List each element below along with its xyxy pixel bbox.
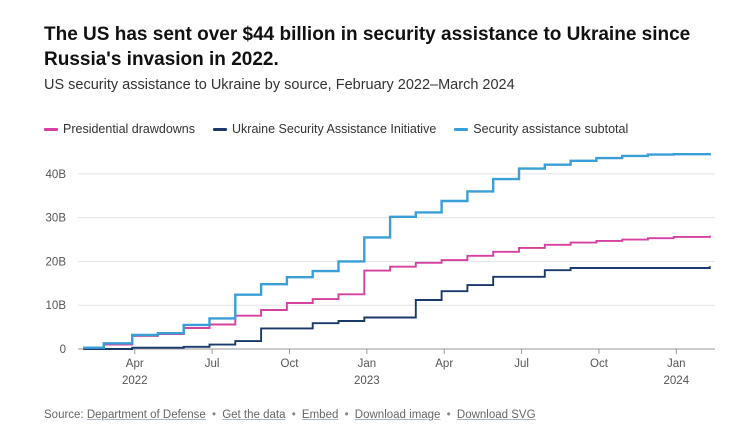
x-tick-label: Jan (358, 358, 377, 370)
gridlines (78, 173, 715, 350)
legend: Presidential drawdowns Ukraine Security … (44, 122, 628, 136)
get-data-link[interactable]: Get the data (222, 409, 286, 421)
y-tick-label: 20B (46, 256, 67, 268)
download-svg-link[interactable]: Download SVG (456, 409, 536, 421)
chart-subtitle: US security assistance to Ukraine by sou… (44, 77, 515, 93)
legend-item-usai[interactable]: Ukraine Security Assistance Initiative (213, 122, 436, 136)
legend-label-presidential-drawdowns: Presidential drawdowns (63, 122, 196, 136)
source-prefix: Source: (44, 409, 84, 421)
series-line-ukraine-security-assistance-initiative (83, 266, 711, 350)
series-line-security-assistance-subtotal (83, 153, 711, 349)
x-tick-label: Oct (590, 358, 609, 370)
legend-swatch-presidential-drawdowns (44, 127, 58, 131)
embed-link[interactable]: Embed (301, 409, 339, 421)
series-lines (83, 153, 711, 350)
legend-item-presidential-drawdowns[interactable]: Presidential drawdowns (44, 122, 195, 136)
y-tick-label: 10B (46, 300, 67, 312)
y-tick-label: 0 (60, 344, 66, 356)
legend-label-usai: Ukraine Security Assistance Initiative (232, 122, 437, 136)
separator: • (446, 409, 451, 421)
series-line-presidential-drawdowns (83, 235, 711, 349)
separator: • (211, 409, 216, 421)
x-tick-label: Jan (667, 358, 686, 370)
x-tick-label: Jul (514, 358, 529, 370)
y-tick-label: 30B (46, 213, 67, 225)
legend-swatch-usai (213, 127, 228, 131)
x-tick-year-label: 2023 (354, 375, 380, 387)
legend-swatch-subtotal (454, 127, 469, 131)
separator: • (291, 409, 296, 421)
download-image-link[interactable]: Download image (354, 409, 441, 421)
chart-title: The US has sent over $44 billion in secu… (44, 24, 691, 70)
legend-label-subtotal: Security assistance subtotal (473, 122, 629, 136)
y-tick-label: 40B (46, 169, 67, 181)
axes: 0 10B 20B 30B 40B Apr 2022 Jul Oct Jan 2023 Apr Jul O… (46, 169, 690, 387)
x-tick-label: Apr (126, 358, 144, 370)
source-link[interactable]: Department of Defense (86, 409, 206, 421)
x-tick-label: Apr (435, 358, 453, 370)
x-tick-label: Oct (281, 358, 300, 370)
x-tick-label: Jul (205, 358, 220, 370)
x-tick-year-label: 2022 (122, 375, 148, 387)
x-tick-year-label: 2024 (664, 375, 690, 387)
footer: Source: Department of Defense • Get the … (44, 409, 536, 421)
separator: • (344, 409, 349, 421)
legend-item-subtotal[interactable]: Security assistance subtotal (454, 122, 628, 136)
